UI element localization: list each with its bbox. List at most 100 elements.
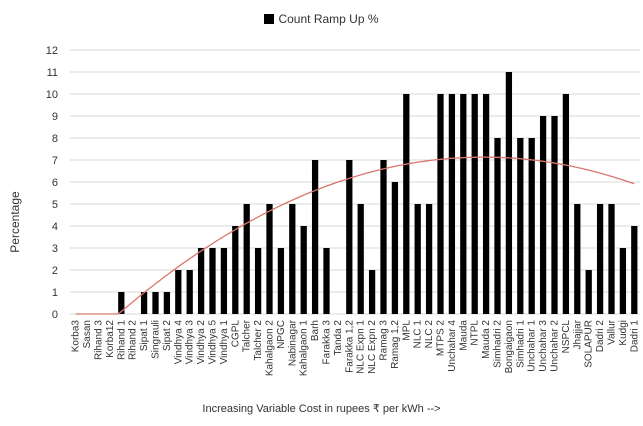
- x-tick-label: Korba3: [71, 320, 82, 353]
- x-tick-label: Vindhya 4: [173, 320, 184, 365]
- bar: [368, 270, 376, 314]
- y-tick-label: 0: [52, 309, 58, 321]
- x-tick-label: Unchahar 2: [550, 320, 561, 372]
- x-tick-label: CGPL: [230, 320, 241, 348]
- x-axis-title: Increasing Variable Cost in rupees ₹ per…: [202, 403, 441, 415]
- bar: [517, 138, 524, 314]
- x-tick-label: Mauda: [458, 320, 469, 351]
- x-tick-label: NPGC: [276, 320, 287, 349]
- x-tick-label: Farakka 1,2: [344, 320, 355, 373]
- bar: [243, 204, 250, 314]
- bar: [220, 248, 228, 314]
- bar: [357, 204, 364, 314]
- x-tick-label: Barh: [310, 320, 321, 341]
- x-tick-label: Unchahar 1: [527, 320, 538, 372]
- bar: [528, 138, 535, 314]
- x-tick-label: Korba12: [105, 320, 116, 358]
- x-tick-label: Unchahar 3: [538, 320, 549, 372]
- y-tick-label: 3: [52, 243, 58, 255]
- x-tick-label: Ramag 1,2: [390, 320, 401, 369]
- bar: [471, 94, 478, 314]
- y-tick-label: 7: [52, 155, 58, 167]
- bar: [175, 270, 182, 314]
- y-tick-label: 8: [52, 133, 58, 145]
- x-tick-label: Talcher 2: [253, 320, 264, 361]
- bar: [254, 248, 262, 314]
- x-tick-label: Vindhya 1: [219, 320, 230, 365]
- x-tick-labels: Korba3 Sasan Rihand 3 Korba12 Rihand 1 Rihand…: [71, 319, 641, 376]
- x-tick-label: Bongaigaon: [504, 320, 515, 373]
- trend-curve: [75, 156, 635, 315]
- x-tick-label: NLC 2: [424, 320, 435, 349]
- bar: [266, 204, 273, 314]
- trend-line: [75, 156, 635, 315]
- bar: [186, 270, 193, 314]
- bar: [631, 226, 638, 314]
- bar: [425, 204, 433, 314]
- x-tick-label: SOLAPUR: [584, 320, 595, 368]
- bar: [505, 72, 513, 314]
- bar: [209, 248, 216, 314]
- y-tick-label: 6: [52, 177, 58, 189]
- y-tick-label: 12: [46, 45, 58, 57]
- x-tick-label: Sasan: [82, 320, 93, 348]
- bar: [494, 138, 501, 314]
- bar: [619, 248, 627, 314]
- legend: Count Ramp Up %: [0, 12, 643, 26]
- x-tick-label: Kudgi: [618, 320, 629, 346]
- bar: [574, 204, 581, 314]
- bar: [562, 94, 570, 314]
- bar: [152, 292, 159, 314]
- x-tick-label: Vindhya 2: [196, 320, 207, 365]
- bar: [539, 116, 547, 314]
- bar: [311, 160, 319, 314]
- bar: [323, 248, 330, 314]
- bar: [197, 248, 205, 314]
- x-tick-label: Singrauli: [151, 320, 162, 359]
- x-tick-label: NLC 1: [413, 320, 424, 349]
- bar: [140, 292, 148, 314]
- y-tick-label: 1: [52, 287, 58, 299]
- x-tick-label: Talcher: [242, 319, 253, 352]
- bar: [482, 94, 490, 314]
- x-tick-label: Sipat 1: [139, 320, 150, 352]
- x-tick-label: Nabinagar: [287, 319, 298, 366]
- x-tick-label: Vallur: [607, 319, 618, 344]
- bar: [163, 292, 171, 314]
- x-tick-label: Dadri 1: [629, 320, 640, 353]
- bar: [551, 116, 558, 314]
- x-tick-label: Rihand 3: [94, 320, 105, 360]
- bar: [448, 94, 456, 314]
- x-tick-label: Simhadri 2: [493, 320, 504, 368]
- legend-label: Count Ramp Up %: [278, 12, 379, 26]
- y-tick-label: 4: [52, 221, 58, 233]
- bar: [403, 94, 410, 314]
- legend-swatch: [264, 14, 275, 24]
- x-tick-label: NLC Expn 2: [367, 320, 378, 374]
- x-tick-label: Dadri 2: [595, 320, 606, 353]
- x-tick-label: Simhadri 1: [515, 320, 526, 368]
- bar: [585, 270, 592, 314]
- bars: [118, 72, 638, 314]
- bar: [391, 182, 399, 314]
- x-tick-label: Sipat 2: [162, 320, 173, 352]
- bar: [289, 204, 296, 314]
- x-tick-label: Jhajjar: [572, 319, 583, 349]
- x-tick-label: NLC Expn 1: [356, 320, 367, 374]
- x-tick-label: MPL: [401, 320, 412, 341]
- x-tick-label: Ramag 3: [379, 320, 390, 361]
- bar: [460, 94, 467, 314]
- x-tick-label: NSPCL: [561, 320, 572, 354]
- x-tick-label: Unchahar 4: [447, 320, 458, 372]
- bar: [437, 94, 444, 314]
- y-tick-label: 9: [52, 111, 58, 123]
- bar: [232, 226, 239, 314]
- bar: [596, 204, 604, 314]
- x-tick-label: Farakka 3: [322, 320, 333, 365]
- grid-lines: [70, 49, 640, 315]
- y-tick-label: 5: [52, 199, 58, 211]
- bar: [277, 248, 285, 314]
